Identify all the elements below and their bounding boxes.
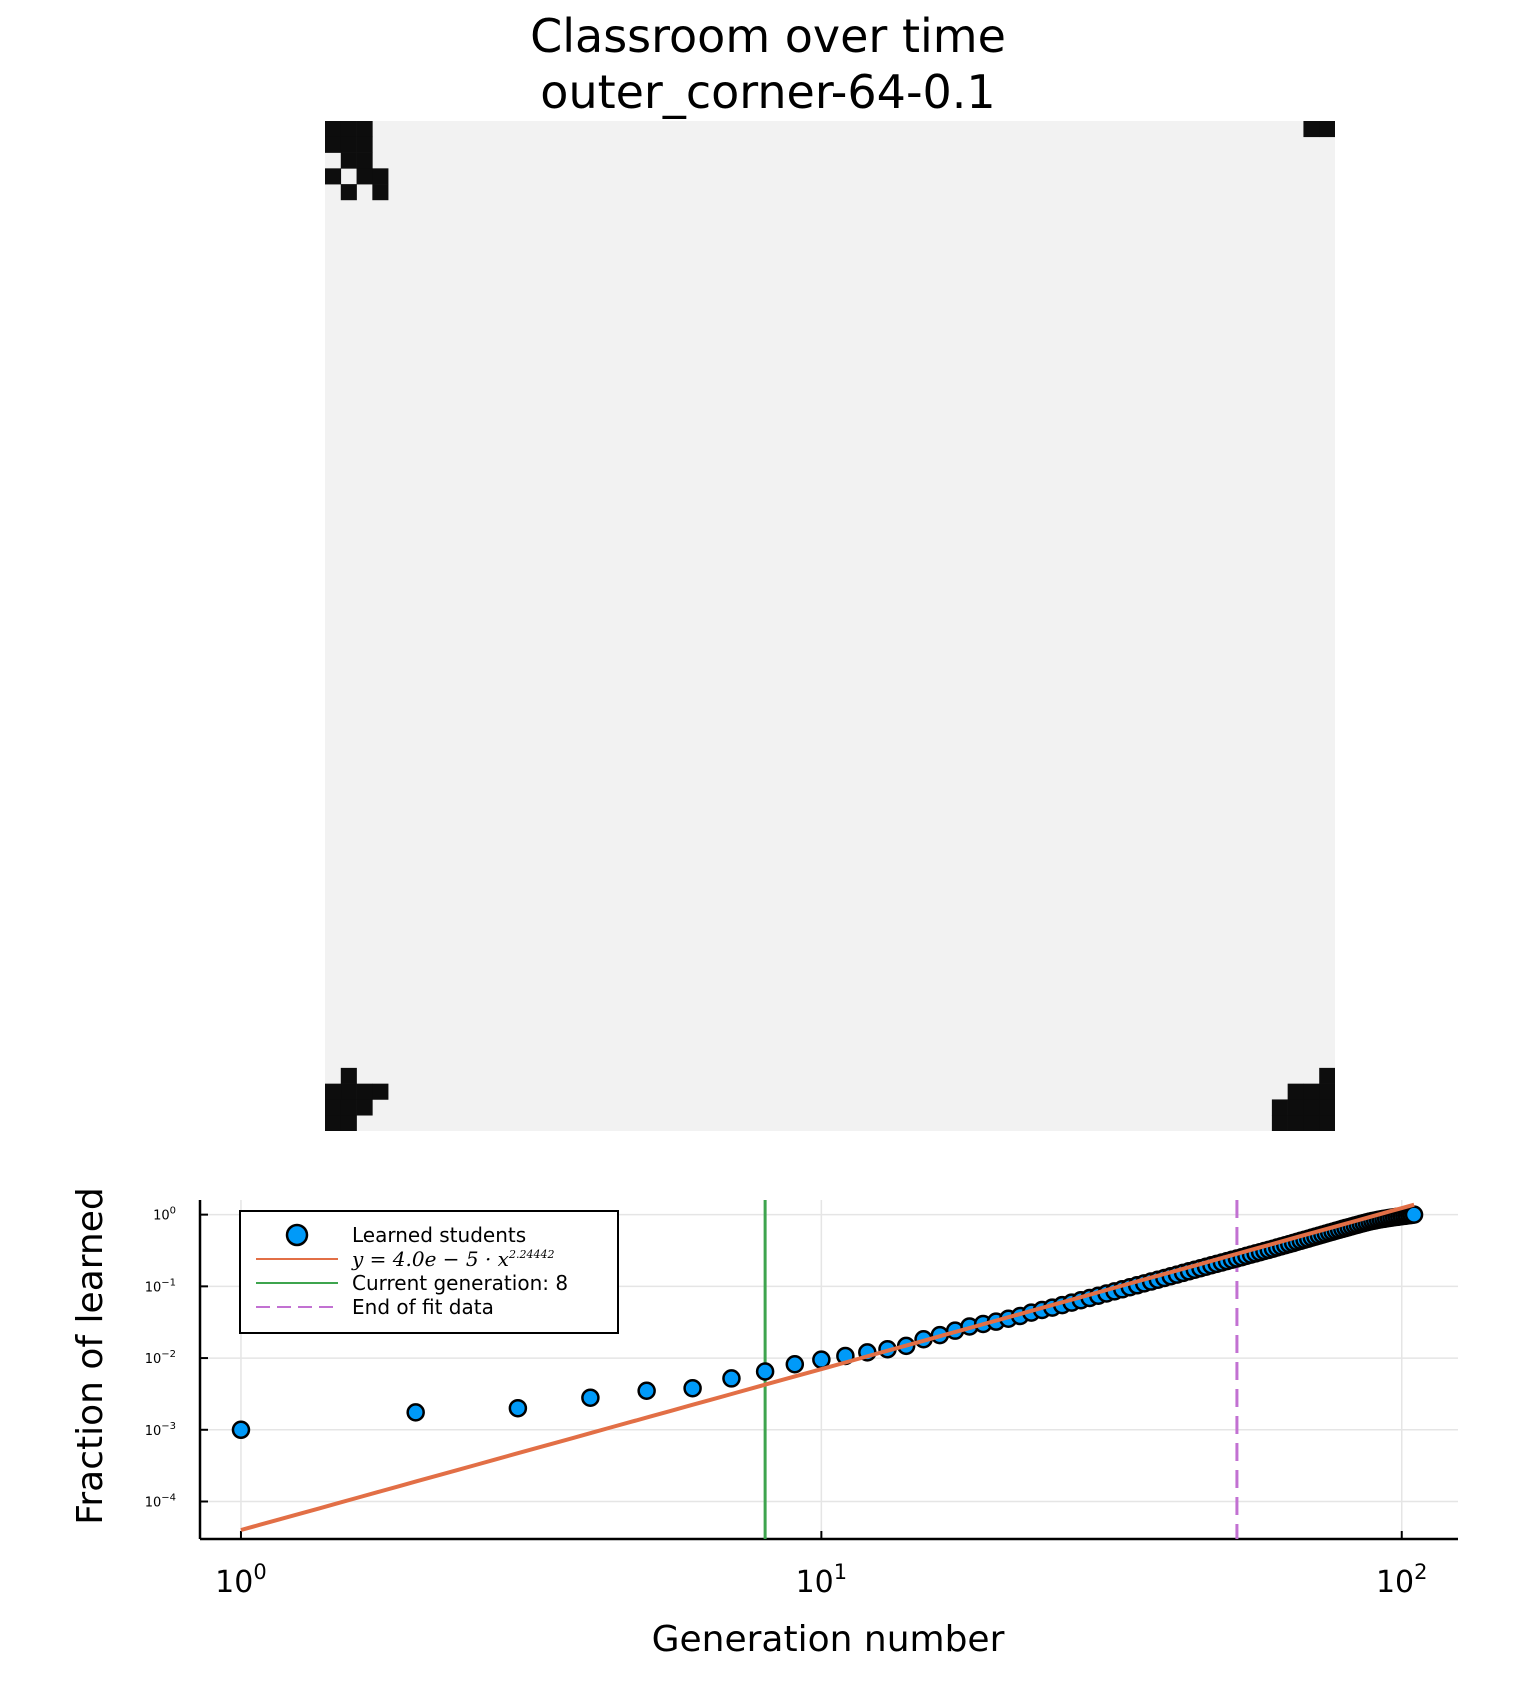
data-point xyxy=(231,1420,251,1440)
x-tick-label: 100 xyxy=(215,1560,267,1600)
learned-student-cell xyxy=(372,168,389,185)
learned-student-cell xyxy=(325,1083,342,1100)
data-point xyxy=(406,1403,425,1422)
learned-student-cell xyxy=(356,168,373,185)
learned-student-cell xyxy=(1303,1099,1320,1116)
data-point xyxy=(637,1381,656,1401)
learned-student-cell xyxy=(340,184,357,201)
x-axis-label: Generation number xyxy=(652,1619,1005,1660)
learned-student-cell xyxy=(325,121,342,138)
learned-student-cell xyxy=(340,152,357,169)
learned-student-cell xyxy=(1303,121,1320,138)
learned-student-cell xyxy=(1319,1083,1335,1100)
x-tick-label: 102 xyxy=(1376,1560,1428,1600)
y-tick-label: 10−2 xyxy=(145,1349,176,1367)
data-point xyxy=(683,1378,702,1398)
learned-student-cell xyxy=(340,1115,357,1131)
y-tick-label: 100 xyxy=(153,1206,176,1224)
learned-student-cell xyxy=(356,152,373,169)
learned-student-cell xyxy=(340,1067,357,1084)
learned-student-cell xyxy=(325,1115,342,1131)
learned-student-cell xyxy=(340,136,357,153)
classroom-background xyxy=(325,121,1335,1131)
learned-student-cell xyxy=(340,1083,357,1100)
data-point xyxy=(581,1388,600,1407)
learned-student-cell xyxy=(1303,1083,1320,1100)
legend-label: End of fit data xyxy=(352,1295,494,1319)
learned-student-cell xyxy=(356,1099,373,1116)
y-axis-label: Fraction of learned xyxy=(70,1187,111,1524)
learned-student-cell xyxy=(356,1083,373,1100)
learned-student-cell xyxy=(372,184,389,201)
learned-student-cell xyxy=(1319,1115,1335,1131)
learned-student-cell xyxy=(1303,1115,1320,1131)
learned-student-cell xyxy=(1319,1099,1335,1116)
chart-title: Classroom over time outer_corner-64-0.1 xyxy=(0,8,1536,120)
y-tick-label: 10−4 xyxy=(145,1493,176,1511)
data-point xyxy=(722,1369,741,1388)
data-point xyxy=(812,1350,831,1369)
data-point xyxy=(785,1355,805,1374)
y-tick-label: 10−1 xyxy=(145,1277,176,1295)
legend-marker-learned xyxy=(285,1223,309,1247)
data-point xyxy=(755,1362,775,1381)
title-line-1: Classroom over time xyxy=(530,9,1006,63)
learned-student-cell xyxy=(325,1099,342,1116)
learned-student-cell xyxy=(325,168,342,185)
plot-series xyxy=(231,1200,1424,1539)
learned-student-cell xyxy=(356,136,373,153)
learned-student-cell xyxy=(372,1083,389,1100)
legend-label: y = 4.0e − 5 · x2.24442 xyxy=(351,1247,554,1271)
learned-student-cell xyxy=(1287,1083,1304,1100)
learned-student-cell xyxy=(1287,1115,1304,1131)
learned-student-cell xyxy=(1319,121,1335,138)
learned-student-cell xyxy=(340,1099,357,1116)
title-line-2: outer_corner-64-0.1 xyxy=(540,65,996,119)
learned-student-cell xyxy=(1319,1067,1335,1084)
classroom-grid xyxy=(325,121,1335,1131)
learned-student-cell xyxy=(1271,1099,1288,1116)
data-point xyxy=(508,1398,528,1418)
learned-student-cell xyxy=(325,136,342,153)
y-tick-labels: 10−4 10−3 10−2 10−1 100 xyxy=(145,1206,176,1511)
learned-student-cell xyxy=(1271,1115,1288,1131)
x-tick-label: 101 xyxy=(796,1560,848,1600)
learned-student-cell xyxy=(356,121,373,138)
legend-label: Learned students xyxy=(352,1223,526,1247)
y-tick-label: 10−3 xyxy=(145,1421,176,1439)
fit-line xyxy=(240,1202,1415,1532)
learned-student-cell xyxy=(340,121,357,138)
learned-student-cell xyxy=(1287,1099,1304,1116)
legend-label: Current generation: 8 xyxy=(352,1271,568,1295)
data-point xyxy=(1404,1205,1424,1224)
x-tick-labels: 100 101 102 xyxy=(215,1560,1427,1600)
plot-axes xyxy=(198,1200,1458,1541)
